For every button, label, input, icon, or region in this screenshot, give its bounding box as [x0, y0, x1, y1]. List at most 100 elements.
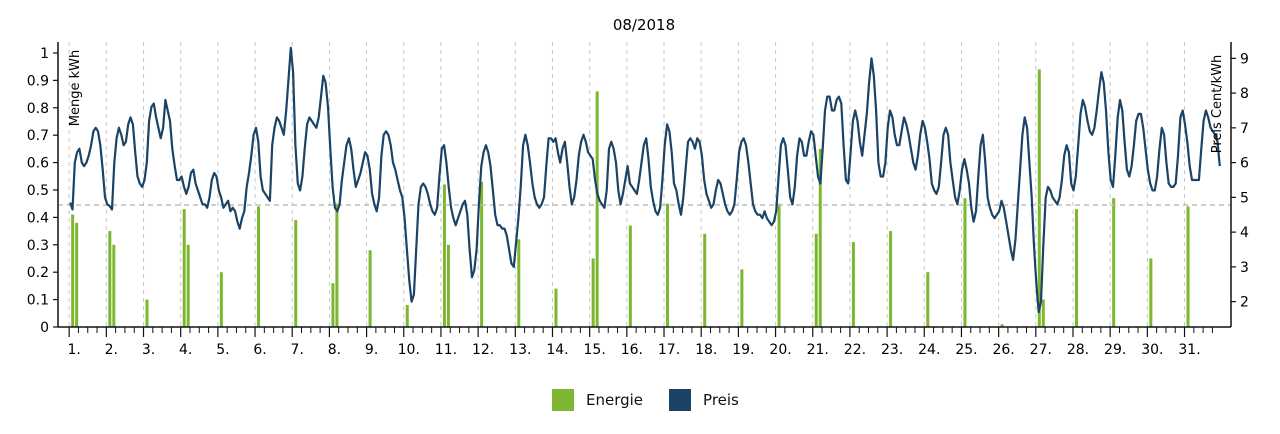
energy-bar [405, 305, 409, 327]
x-tick-label: 30. [1141, 342, 1163, 358]
y-tick-label-right: 6 [1240, 156, 1249, 172]
x-tick-label: 22. [844, 342, 866, 358]
energy-bar [480, 181, 484, 327]
energy-bar [1037, 69, 1041, 328]
energy-bar [75, 222, 79, 327]
chart-title: 08/2018 [613, 16, 675, 34]
gridlines [68, 42, 1186, 327]
y-tick-label-right: 3 [1240, 260, 1249, 276]
y-tick-label-left: 0.2 [27, 265, 49, 281]
x-tick-label: 31. [1178, 342, 1200, 358]
y-tick-label-left: 0.9 [27, 73, 49, 89]
x-tick-label: 18. [695, 342, 717, 358]
x-tick-label: 8. [328, 342, 341, 358]
energy-bar [219, 272, 223, 327]
energy-bar [554, 288, 558, 327]
x-tick-label: 12. [472, 342, 494, 358]
legend-item-energie: Energie [552, 389, 643, 411]
x-tick-label: 25. [955, 342, 977, 358]
x-tick-label: 4. [179, 342, 192, 358]
energy-bar [517, 239, 521, 327]
x-tick-label: 24. [918, 342, 940, 358]
energy-bar [446, 244, 450, 327]
x-tick-label: 28. [1067, 342, 1089, 358]
y-tick-label-right: 9 [1240, 51, 1249, 67]
x-tick-label: 29. [1104, 342, 1126, 358]
energy-bar [294, 220, 298, 327]
y-tick-label-left: 0 [40, 320, 49, 336]
x-tick-label: 27. [1030, 342, 1052, 358]
energy-bar [703, 233, 707, 327]
y-tick-label-left: 0.3 [27, 238, 49, 254]
energy-bar [591, 258, 595, 327]
energy-bar [335, 203, 339, 327]
energy-bar [818, 148, 822, 327]
legend-item-preis: Preis [669, 389, 739, 411]
y-tick-label-right: 4 [1240, 225, 1249, 241]
energy-bar [963, 198, 967, 327]
y-tick-label-left: 0.4 [27, 210, 49, 226]
legend-label-preis: Preis [703, 391, 739, 409]
x-tick-label: 23. [881, 342, 903, 358]
y-tick-label-left: 1 [40, 46, 49, 62]
y-tick-label-right: 5 [1240, 190, 1249, 206]
y-tick-label-left: 0.7 [27, 128, 49, 144]
energy-bars [71, 69, 1190, 328]
x-tick-label: 1. [67, 342, 80, 358]
x-tick-label: 13. [509, 342, 531, 358]
energy-bar [628, 225, 632, 327]
energy-bar [1000, 324, 1004, 327]
x-tick-label: 10. [398, 342, 420, 358]
price-series-line [69, 46, 1221, 314]
x-tick-label: 14. [546, 342, 568, 358]
x-tick-label: 3. [142, 342, 155, 358]
x-tick-label: 20. [769, 342, 791, 358]
axes: 0 0.1 0.2 0.3 0.4 0.5 0.6 0.7 0.8 0.9 1 2 3 4 5 6 7 8 9 1. 2… [27, 42, 1249, 358]
y-axis-label-left: Menge kWh [68, 50, 83, 126]
energy-bar [368, 250, 372, 327]
y-tick-label-left: 0.8 [27, 101, 49, 117]
energy-bar [1149, 258, 1153, 327]
x-tick-label: 11. [435, 342, 457, 358]
x-tick-label: 9. [365, 342, 378, 358]
energy-bar [1074, 209, 1078, 327]
legend-label-energie: Energie [586, 391, 644, 409]
energy-bar [777, 203, 781, 327]
x-tick-label: 15. [584, 342, 606, 358]
energy-bar [666, 203, 670, 327]
energy-bar [257, 206, 261, 327]
legend-swatch-energie [552, 389, 574, 411]
energy-bar [71, 214, 75, 327]
legend-swatch-preis [669, 389, 692, 411]
x-tick-label: 2. [105, 342, 118, 358]
energy-bar [108, 231, 112, 327]
x-tick-label: 6. [253, 342, 266, 358]
legend: Energie Preis [552, 389, 739, 411]
y-tick-label-left: 0.5 [27, 183, 49, 199]
energy-bar [182, 209, 186, 327]
y-tick-label-right: 2 [1240, 295, 1249, 311]
energy-bar [595, 91, 599, 327]
y-tick-label-right: 7 [1240, 121, 1249, 137]
energy-bar [926, 272, 930, 327]
y-axis-label-right: Preis Cent/kWh [1210, 55, 1225, 154]
energy-bar [442, 184, 446, 327]
y-tick-label-right: 8 [1240, 86, 1249, 102]
x-tick-label: 21. [807, 342, 829, 358]
energy-bar [814, 233, 818, 327]
energy-bar [112, 244, 116, 327]
energy-bar [1041, 299, 1045, 327]
x-tick-label: 26. [992, 342, 1014, 358]
energy-bar [145, 299, 149, 327]
y-tick-label-left: 0.6 [27, 156, 49, 172]
x-tick-label: 7. [291, 342, 304, 358]
x-tick-label: 19. [732, 342, 754, 358]
energy-bar [889, 231, 893, 327]
energy-bar [331, 283, 335, 327]
energy-bar [1186, 206, 1190, 327]
y-tick-label-left: 0.1 [27, 293, 49, 309]
energy-bar [851, 242, 855, 327]
x-tick-label: 16. [621, 342, 643, 358]
price-line [69, 46, 1221, 314]
